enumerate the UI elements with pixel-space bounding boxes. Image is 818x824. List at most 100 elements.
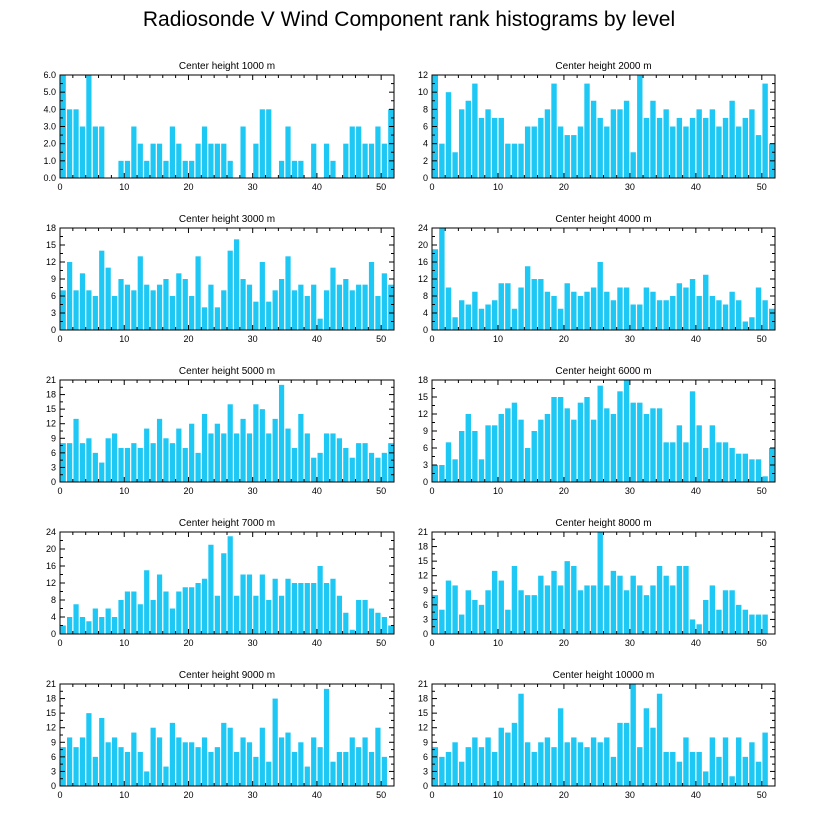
bar [208, 143, 214, 178]
bar [610, 570, 617, 634]
bar [610, 414, 617, 482]
bar [478, 747, 485, 786]
bar [201, 414, 208, 482]
bar [285, 126, 291, 178]
y-tick-label: 9 [51, 737, 56, 747]
bar [356, 600, 362, 634]
bar [544, 414, 551, 482]
bar [637, 585, 643, 634]
bar [610, 756, 617, 786]
bar [189, 423, 195, 482]
y-tick-label: 15 [46, 404, 56, 414]
bar [491, 752, 498, 786]
bar [60, 290, 66, 330]
y-tick-label: 21 [46, 679, 56, 689]
bar [689, 752, 696, 786]
bar [643, 117, 650, 178]
y-tick-label: 18 [46, 223, 56, 233]
bar [617, 575, 623, 634]
bar [524, 595, 531, 634]
panel-title: Center height 7000 m [179, 518, 275, 529]
bar [472, 83, 478, 178]
bar [544, 737, 551, 786]
x-tick-label: 50 [757, 638, 767, 648]
bar [182, 448, 188, 482]
bar [163, 279, 169, 330]
bar [722, 590, 729, 634]
y-tick-label: 9 [51, 433, 56, 443]
bar [362, 284, 368, 330]
bar [118, 279, 124, 330]
bar [156, 737, 163, 786]
bar [137, 604, 143, 634]
bar [432, 465, 438, 482]
bar [683, 566, 689, 634]
x-tick-label: 50 [757, 182, 767, 192]
bar [571, 135, 577, 178]
bar [511, 722, 518, 786]
bar [323, 583, 330, 634]
bar [311, 457, 317, 482]
y-tick-label: 24 [418, 223, 428, 233]
bar [564, 135, 570, 178]
bar [511, 566, 518, 634]
bar [182, 160, 188, 178]
bar [531, 279, 537, 330]
y-tick-label: 3 [51, 462, 56, 472]
bar [584, 291, 590, 330]
bar [722, 442, 729, 482]
bar [524, 126, 531, 178]
bar [498, 414, 504, 482]
bar [485, 590, 491, 634]
bar [169, 126, 176, 178]
bar [689, 391, 696, 482]
bar [381, 756, 387, 786]
bar [195, 747, 201, 786]
chart-panel-9: Center height 10000 m 0 10 20 30 40 50 0 3 6 9 12 15… [418, 670, 776, 800]
bar [716, 756, 722, 786]
y-tick-label: 10 [418, 87, 428, 97]
bar [368, 143, 375, 178]
y-tick-label: 4 [423, 308, 428, 318]
bar [285, 578, 291, 634]
panel-title: Center height 5000 m [179, 366, 275, 377]
bar [518, 590, 524, 634]
bar [298, 160, 304, 178]
bar [221, 290, 227, 330]
bar [432, 249, 438, 330]
bar [111, 737, 118, 786]
bar [736, 453, 742, 482]
bar [201, 737, 208, 786]
bar [131, 443, 137, 482]
bar [577, 590, 584, 634]
bar [86, 621, 92, 634]
bar [375, 727, 381, 786]
x-tick-label: 20 [559, 334, 569, 344]
bar [452, 152, 458, 178]
bar [676, 761, 683, 786]
bar [709, 425, 716, 482]
bar [729, 448, 735, 482]
bar [445, 442, 452, 482]
bar [689, 619, 696, 634]
bar [150, 143, 156, 178]
bar [478, 308, 485, 330]
bar [452, 585, 458, 634]
bar [259, 262, 265, 330]
y-tick-label: 4.0 [43, 104, 56, 114]
bar [86, 713, 92, 786]
y-tick-label: 12 [418, 723, 428, 733]
bar [201, 126, 208, 178]
x-tick-label: 50 [757, 334, 767, 344]
bar [92, 452, 98, 482]
bar [610, 109, 617, 178]
bar [343, 448, 349, 482]
bar [478, 459, 485, 482]
x-tick-label: 20 [183, 638, 193, 648]
bar [762, 732, 768, 786]
bar [703, 274, 709, 330]
bar [131, 126, 137, 178]
y-tick-label: 12 [46, 578, 56, 588]
y-tick-label: 12 [418, 409, 428, 419]
